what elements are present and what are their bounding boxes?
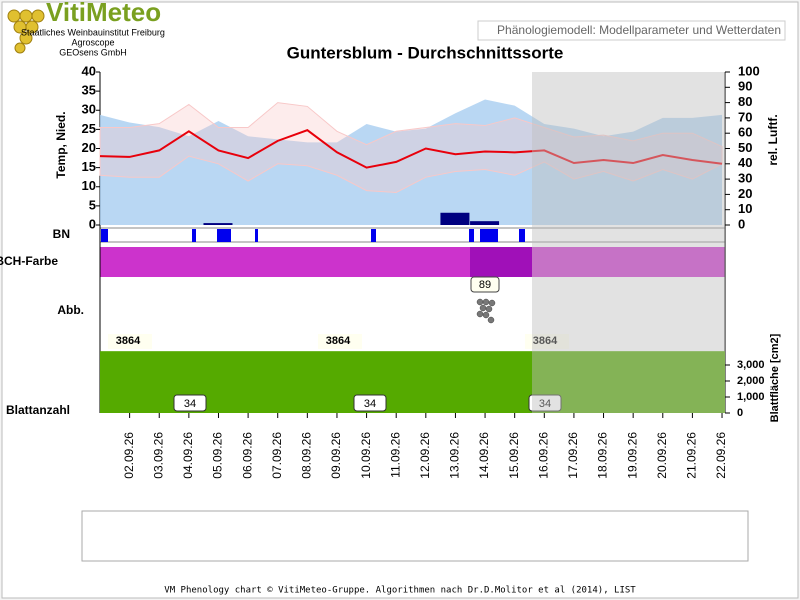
y-tick-label: 0 xyxy=(89,216,96,231)
leaf-count: 34 xyxy=(539,398,551,410)
y2-tick-label: 10 xyxy=(738,201,752,216)
x-tick-label: 10.09.26 xyxy=(359,432,373,479)
leaf-tick-label: 1,000 xyxy=(737,391,765,403)
leaf-area xyxy=(320,351,532,413)
leaf-count-box xyxy=(173,394,207,412)
x-tick-label: 15.09.26 xyxy=(507,432,521,479)
y-tick-label: 40 xyxy=(82,63,96,78)
y2-tick-label: 80 xyxy=(738,94,752,109)
y-tick-label: 25 xyxy=(82,121,96,136)
leaf-area-label: 3864 xyxy=(326,335,351,347)
x-tick-label: 04.09.26 xyxy=(181,432,195,479)
bbch-label: 89 xyxy=(479,279,491,291)
leaf-area-label: 3864 xyxy=(116,335,141,347)
x-tick-label: 11.09.26 xyxy=(388,432,402,478)
x-tick-label: 19.09.26 xyxy=(625,432,639,479)
logo: VitiMeteo xyxy=(46,0,161,27)
humidity-area xyxy=(100,99,723,225)
row-label: Blattanzahl xyxy=(6,403,70,417)
chart-title: Guntersblum - Durchschnittssorte xyxy=(287,43,564,62)
leaf-count-box xyxy=(353,394,387,412)
x-tick-label: 13.09.26 xyxy=(448,432,462,479)
y2-tick-label: 50 xyxy=(738,140,752,155)
x-tick-label: 16.09.26 xyxy=(536,432,550,479)
logo-line: Staatliches Weinbauinstitut Freiburg xyxy=(21,27,165,37)
logo-line: Agroscope xyxy=(71,37,114,47)
y-axis-label: Temp, Nied. xyxy=(54,111,68,178)
y-tick-label: 10 xyxy=(82,178,96,193)
x-tick-label: 18.09.26 xyxy=(596,432,610,479)
leaf-area-label-box xyxy=(108,334,152,349)
x-tick-label: 21.09.26 xyxy=(685,432,699,479)
x-tick-label: 22.09.26 xyxy=(714,432,728,479)
y2-tick-label: 30 xyxy=(738,171,752,186)
precip-bar xyxy=(440,212,470,225)
y2-tick-label: 100 xyxy=(738,63,760,78)
leaf-area xyxy=(532,351,725,413)
leaf-tick-label: 2,000 xyxy=(737,375,765,387)
x-tick-label: 17.09.26 xyxy=(566,432,580,479)
leaf-tick-label: 3,000 xyxy=(737,359,765,371)
row-label: Abb. xyxy=(57,303,84,317)
legend xyxy=(81,510,749,562)
x-tick-label: 06.09.26 xyxy=(240,432,254,479)
y-tick-label: 35 xyxy=(82,83,96,98)
y-tick-label: 15 xyxy=(82,159,96,174)
leaf-count: 34 xyxy=(184,398,196,410)
footer: VM Phenology chart © VitiMeteo-Gruppe. A… xyxy=(164,586,636,596)
tab[interactable] xyxy=(477,20,786,41)
leaf-area xyxy=(100,351,320,413)
logo-line: GEOsens GmbH xyxy=(59,47,127,57)
leaf-area-label-box xyxy=(525,334,569,349)
x-tick-label: 05.09.26 xyxy=(211,432,225,479)
x-tick-label: 09.09.26 xyxy=(329,432,343,479)
y2-tick-label: 40 xyxy=(738,155,752,170)
x-tick-label: 20.09.26 xyxy=(655,432,669,479)
x-tick-label: 03.09.26 xyxy=(151,432,165,479)
y2-axis-label: rel. Luftf. xyxy=(766,114,780,165)
y2-tick-label: 70 xyxy=(738,109,752,124)
y2-tick-label: 90 xyxy=(738,79,752,94)
precip-bar xyxy=(470,221,500,225)
bbch-label-box xyxy=(470,276,500,293)
prognose-overlay xyxy=(532,72,725,413)
x-tick-label: 08.09.26 xyxy=(300,432,314,479)
leaf-count: 34 xyxy=(364,398,376,410)
y2-tick-label: 20 xyxy=(738,186,752,201)
bbch-bar xyxy=(100,247,725,277)
leaf-count-box xyxy=(528,394,562,412)
y2-tick-label: 0 xyxy=(738,216,745,231)
mean-temp-line xyxy=(99,129,723,169)
x-tick-label: 02.09.26 xyxy=(122,432,136,479)
leaf-area-label: 3864 xyxy=(533,335,558,347)
logo-grapes xyxy=(7,9,45,54)
leaf-area-label-box xyxy=(318,334,362,349)
row-label: BN xyxy=(53,227,70,241)
grape-icon xyxy=(476,298,496,324)
precip-bar xyxy=(203,223,233,225)
leaf-tick-label: 0 xyxy=(737,407,743,419)
y2-tick-label: 60 xyxy=(738,125,752,140)
y-tick-label: 30 xyxy=(82,102,96,117)
x-tick-label: 12.09.26 xyxy=(418,432,432,479)
row-label: BBCH-Farbe xyxy=(0,254,58,268)
tab-label[interactable]: Phänologiemodell: Modellparameter und We… xyxy=(497,23,781,37)
y-tick-label: 5 xyxy=(89,197,96,212)
y-tick-label: 20 xyxy=(82,140,96,155)
x-tick-label: 07.09.26 xyxy=(270,432,284,479)
x-tick-label: 14.09.26 xyxy=(477,432,491,479)
leaf-axis-label: Blattfläche [cm2] xyxy=(769,333,781,422)
